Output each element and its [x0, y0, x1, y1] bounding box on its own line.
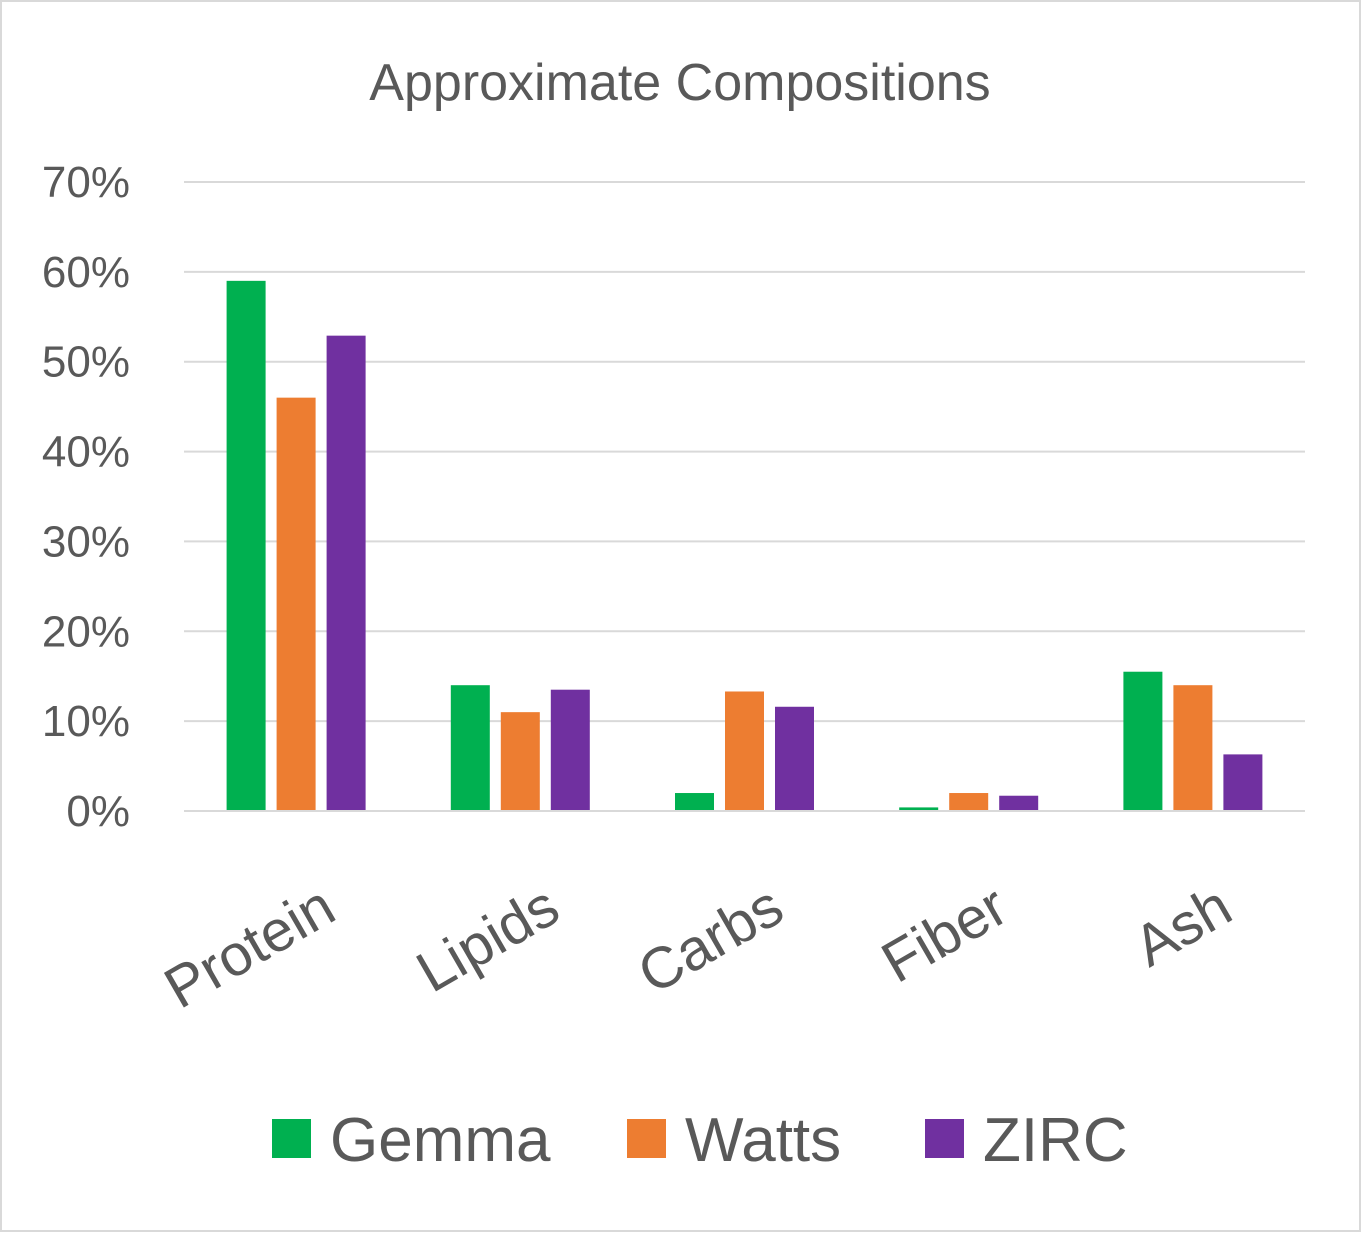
bar-watts-carbs [725, 691, 764, 811]
bar-zirc-carbs [775, 706, 814, 811]
y-axis-ticks: 0% 10% 20% 30% 40% 50% 60% 70% [42, 158, 130, 836]
x-tick-label: Carbs [627, 873, 793, 1007]
legend-swatch [272, 1119, 311, 1158]
legend: Gemma Watts ZIRC [272, 1106, 1128, 1175]
y-tick-label: 10% [42, 697, 130, 746]
bar-zirc-fiber [999, 795, 1039, 811]
y-tick-label: 30% [42, 517, 130, 566]
y-tick-label: 50% [42, 338, 130, 387]
chart-title: Approximate Compositions [369, 54, 990, 112]
x-tick-label: Fiber [871, 873, 1018, 995]
legend-swatch [925, 1119, 964, 1158]
legend-swatch [627, 1119, 666, 1158]
x-axis-ticks: Protein Lipids Carbs Fiber Ash [154, 873, 1242, 1021]
y-tick-label: 0% [66, 787, 130, 836]
x-tick-label: Protein [154, 873, 346, 1021]
legend-item: ZIRC [925, 1106, 1128, 1175]
legend-item: Watts [627, 1106, 841, 1175]
bar-gemma-ash [1123, 671, 1163, 811]
bar-watts-lipids [500, 712, 540, 811]
x-tick-label: Ash [1123, 873, 1242, 979]
bar-watts-fiber [949, 793, 989, 811]
bars [226, 280, 1263, 811]
bar-zirc-protein [326, 335, 366, 811]
y-tick-label: 40% [42, 428, 130, 477]
bar-watts-protein [276, 397, 316, 811]
legend-label: ZIRC [983, 1106, 1128, 1175]
bar-watts-ash [1173, 685, 1213, 811]
y-tick-label: 60% [42, 248, 130, 297]
bar-gemma-carbs [675, 793, 714, 811]
bar-gemma-protein [226, 280, 266, 811]
y-tick-label: 20% [42, 607, 130, 656]
x-tick-label: Lipids [406, 873, 570, 1005]
legend-item: Gemma [272, 1106, 551, 1175]
bar-zirc-lipids [550, 689, 590, 811]
y-tick-label: 70% [42, 158, 130, 207]
bar-zirc-ash [1223, 754, 1263, 811]
legend-label: Gemma [330, 1106, 551, 1175]
legend-label: Watts [685, 1106, 841, 1175]
gridlines [184, 181, 1305, 723]
bar-gemma-fiber [899, 807, 939, 811]
bar-gemma-lipids [450, 685, 490, 811]
